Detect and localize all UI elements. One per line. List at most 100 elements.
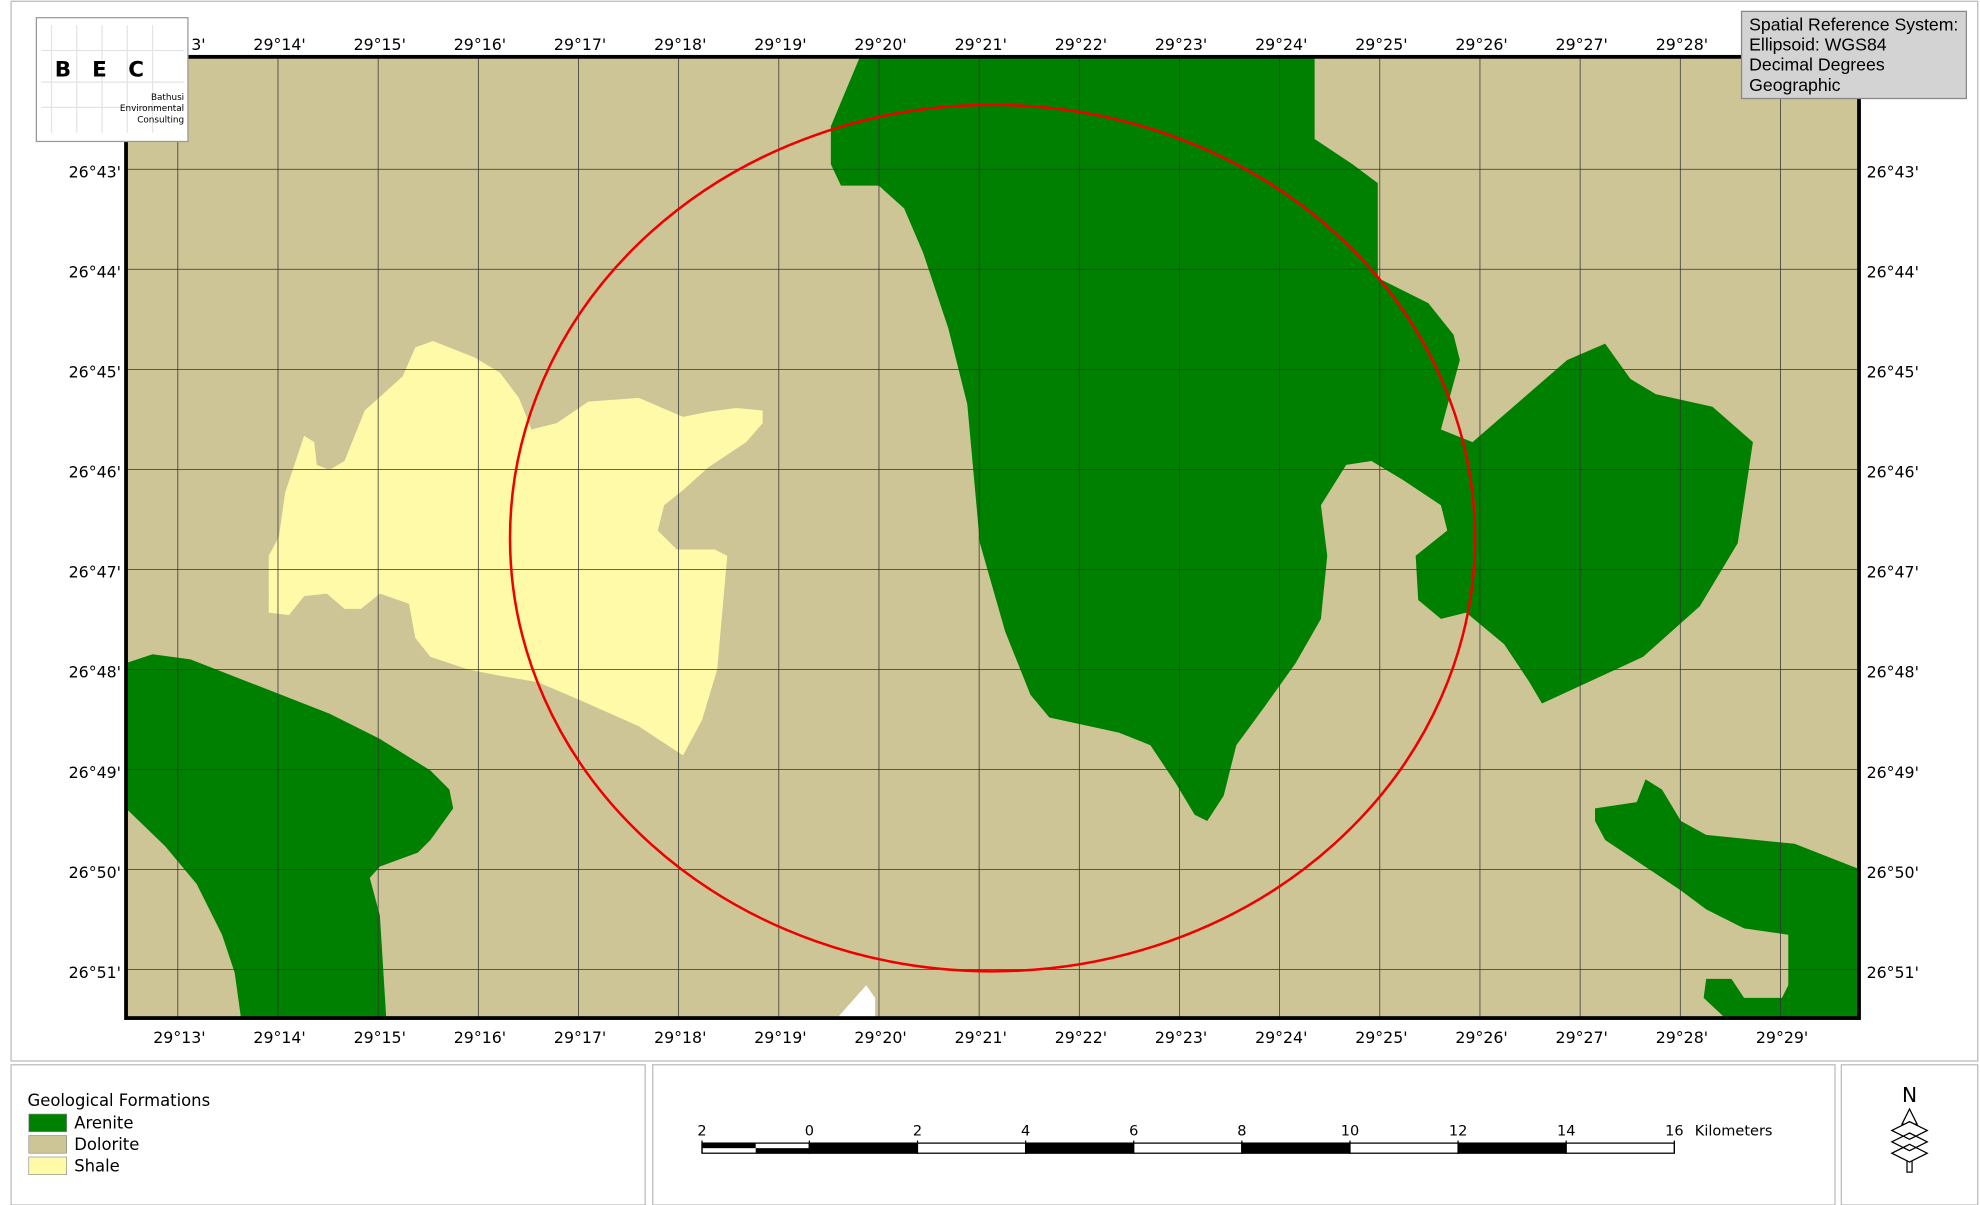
longitude-label: 29°28' — [1656, 1028, 1708, 1047]
no-data-area — [837, 985, 876, 1019]
latitude-label: 26°48' — [1867, 663, 1919, 682]
arenite-area — [126, 654, 454, 1019]
longitude-label: 29°14' — [253, 35, 305, 54]
logo-letter: B — [55, 58, 71, 83]
longitude-label: 29°25' — [1355, 35, 1407, 54]
legend-swatch — [28, 1156, 67, 1176]
map-body — [126, 56, 1860, 1019]
latitude-label: 26°44' — [69, 263, 121, 282]
scale-bar: 2 0 2 4 6 8 10 12 14 16 Kilometers — [697, 1124, 1773, 1154]
longitude-label: 29°26' — [1455, 1028, 1507, 1047]
spatial-reference-text: Spatial Reference System: — [1749, 14, 1958, 34]
logo-grid — [41, 25, 185, 133]
logo-text: Consulting — [137, 115, 184, 125]
logo-text: Bathusi — [151, 93, 184, 103]
spatial-reference: Spatial Reference System: Ellipsoid: WGS… — [1740, 10, 1968, 100]
latitude-label: 26°51' — [1867, 963, 1919, 982]
scale-label: 16 — [1665, 1124, 1683, 1140]
longitude-label: 29°27' — [1556, 1028, 1608, 1047]
latitude-label: 26°49' — [69, 763, 121, 782]
longitude-label: 29°28' — [1656, 35, 1708, 54]
longitude-label: 29°22' — [1055, 1028, 1107, 1047]
scale-label: 2 — [697, 1124, 706, 1140]
latitude-label: 26°50' — [1867, 863, 1919, 882]
scale-label: 0 — [805, 1124, 814, 1140]
logo-box — [35, 17, 189, 143]
longitude-label: 29°23' — [1155, 35, 1207, 54]
north-arrow: N — [1890, 1083, 1929, 1173]
scale-label: 14 — [1557, 1124, 1575, 1140]
logo-letter: C — [128, 58, 144, 83]
spatial-reference-box — [1740, 10, 1968, 100]
scale-label: 12 — [1449, 1124, 1467, 1140]
latitude-label: 26°50' — [69, 863, 121, 882]
scale-segment — [1349, 1142, 1459, 1154]
longitude-label: 29°25' — [1355, 1028, 1407, 1047]
longitude-label: 29°26' — [1455, 35, 1507, 54]
longitude-label: 29°20' — [854, 1028, 906, 1047]
north-arrow-layers — [1890, 1120, 1929, 1163]
legend-label: Dolorite — [74, 1135, 139, 1154]
longitude-label: 29°19' — [754, 35, 806, 54]
longitude-label: 29°21' — [955, 1028, 1007, 1047]
longitude-label: 29°27' — [1556, 35, 1608, 54]
longitude-label: 29°19' — [754, 1028, 806, 1047]
scale-segment — [702, 1143, 756, 1149]
longitude-label: 29°24' — [1255, 35, 1307, 54]
longitude-label: 29°20' — [854, 35, 906, 54]
arenite-area — [1595, 779, 1860, 1019]
longitude-label: 3' — [191, 35, 205, 54]
longitude-label: 29°15' — [354, 1028, 406, 1047]
spatial-reference-text: Decimal Degrees — [1749, 55, 1885, 75]
latitude-label: 26°51' — [69, 963, 121, 982]
latitude-label: 26°43' — [69, 163, 121, 182]
legend-label: Arenite — [74, 1114, 133, 1133]
latitude-label: 26°46' — [69, 463, 121, 482]
scale-panel — [652, 1064, 1836, 1205]
latitude-label: 26°46' — [1867, 463, 1919, 482]
longitude-label: 29°17' — [554, 35, 606, 54]
buffer-circle — [508, 103, 1477, 973]
latitude-label: 26°45' — [1867, 363, 1919, 382]
legend-swatch — [28, 1135, 67, 1154]
longitude-label: 29°18' — [654, 1028, 706, 1047]
coordinate-labels: 29°13' 29°14' 29°15' 29°16' 29°17' 29°18' 29°1… — [69, 35, 1919, 1047]
logo-letter: E — [92, 58, 107, 83]
longitude-label: 29°16' — [454, 35, 506, 54]
arenite-area — [830, 56, 1753, 822]
scale-label: 6 — [1129, 1124, 1138, 1140]
longitude-label: 29°22' — [1055, 35, 1107, 54]
latitude-label: 26°45' — [69, 363, 121, 382]
latitude-label: 26°48' — [69, 663, 121, 682]
scale-label: 10 — [1341, 1124, 1359, 1140]
longitude-label: 29°18' — [654, 35, 706, 54]
longitude-label: 29°16' — [454, 1028, 506, 1047]
longitude-label: 29°29' — [1756, 1028, 1808, 1047]
legend-title: Geological Formations — [28, 1091, 211, 1110]
longitude-label: 29°24' — [1255, 1028, 1307, 1047]
logo: B E C Bathusi Environmental Consulting — [35, 17, 189, 143]
legend-swatch — [28, 1113, 67, 1133]
longitude-label: 29°15' — [354, 35, 406, 54]
latitude-label: 26°44' — [1867, 263, 1919, 282]
scale-segment — [1241, 1142, 1351, 1154]
legend-panel — [10, 1064, 646, 1205]
latitude-label: 26°47' — [69, 563, 121, 582]
scale-segment — [1024, 1142, 1135, 1154]
spatial-reference-text: Geographic — [1749, 75, 1841, 95]
scale-label: 2 — [913, 1124, 922, 1140]
latitude-label: 26°49' — [1867, 763, 1919, 782]
logo-text: Environmental — [120, 104, 184, 114]
map-frame — [124, 54, 1861, 1020]
shale-area — [268, 341, 763, 756]
scale-label: 4 — [1021, 1124, 1030, 1140]
graticule — [126, 56, 1860, 1019]
longitude-label: 29°14' — [253, 1028, 305, 1047]
legend: Arenite Dolorite Shale — [28, 1113, 139, 1176]
scale-segment — [1457, 1142, 1567, 1154]
scale-segment — [755, 1148, 810, 1154]
longitude-label: 29°13' — [153, 1028, 205, 1047]
north-panel — [1840, 1064, 1979, 1205]
